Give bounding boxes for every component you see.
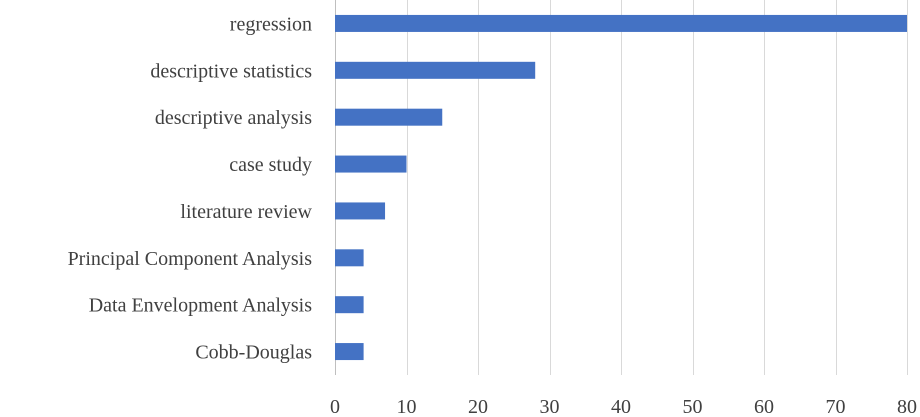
x-tick-label: 60 [754, 396, 774, 417]
bar [335, 155, 407, 173]
x-tick-label: 20 [468, 396, 488, 417]
x-tick-label: 40 [611, 396, 631, 417]
category-label: Principal Component Analysis [68, 248, 313, 270]
gridlines [335, 0, 908, 375]
category-labels: regression descriptive statistics descript… [68, 13, 313, 363]
bars [335, 14, 907, 361]
bar [335, 343, 364, 361]
bar [335, 108, 443, 126]
category-label: Cobb-Douglas [195, 342, 312, 364]
category-label: Data Envelopment Analysis [89, 295, 313, 317]
x-tick-label: 0 [330, 396, 340, 417]
category-label: descriptive analysis [155, 107, 312, 129]
category-label: regression [230, 13, 312, 35]
bar [335, 202, 386, 220]
category-label: case study [229, 154, 312, 176]
x-tick-label: 80 [897, 396, 917, 417]
x-tick-label: 50 [683, 396, 703, 417]
x-tick-label: 10 [397, 396, 417, 417]
bar [335, 61, 536, 79]
bar [335, 249, 364, 267]
bar [335, 14, 907, 32]
category-label: literature review [180, 201, 312, 223]
x-tick-label: 30 [540, 396, 560, 417]
x-tick-labels: 0 10 20 30 40 50 60 70 80 [330, 396, 917, 417]
bar [335, 296, 364, 314]
category-label: descriptive statistics [150, 60, 312, 82]
x-tick-label: 70 [826, 396, 846, 417]
